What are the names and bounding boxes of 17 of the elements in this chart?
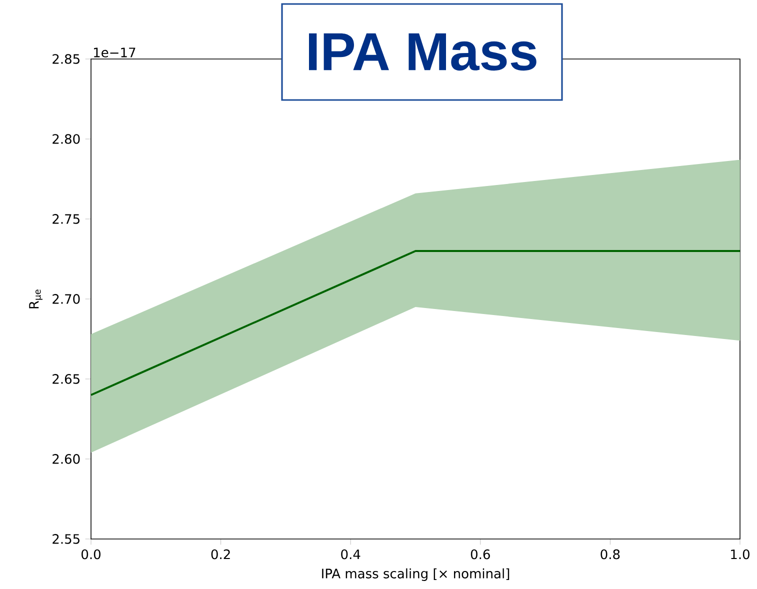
- y-tick-label: 2.65: [52, 374, 80, 384]
- x-tick-label: 0.2: [211, 549, 230, 560]
- x-tick-label: 0.8: [600, 549, 620, 560]
- y-tick-label: 2.55: [52, 534, 80, 544]
- x-tick-label: 0.4: [341, 549, 360, 560]
- y-tick-label: 2.75: [52, 214, 80, 224]
- x-tick-label: 0.6: [470, 549, 490, 560]
- y-tick-label: 2.80: [52, 134, 80, 144]
- y-tick-label: 2.85: [52, 54, 80, 64]
- y-axis-title: R$_{μe}$: [29, 290, 42, 308]
- text: 1e−17: [94, 48, 136, 58]
- y-tick-label: 2.70: [52, 294, 80, 304]
- x-axis-title: IPA mass scaling [× nominal]: [322, 568, 510, 581]
- x-tick-label: 0.0: [82, 549, 100, 560]
- y-tick-label: 2.60: [52, 454, 80, 464]
- x-tick-label: 1.0: [731, 549, 750, 560]
- chart-title: IPA Mass: [308, 33, 536, 71]
